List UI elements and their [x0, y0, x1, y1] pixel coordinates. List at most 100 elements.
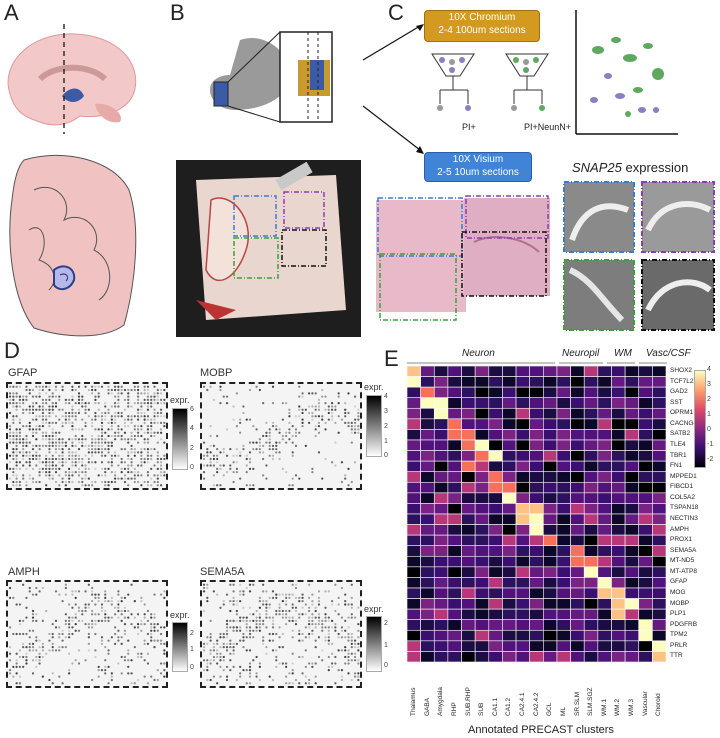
heatmap-cell — [433, 366, 449, 377]
heatmap-cell — [624, 460, 640, 473]
heatmap-cell — [624, 492, 640, 504]
snap25-title: SNAP25 expression — [572, 160, 688, 175]
heatmap-cell — [407, 460, 421, 473]
heatmap-cell — [556, 545, 571, 557]
gfap-colorbar — [172, 408, 188, 470]
heatmap-cell — [556, 481, 571, 494]
amph-tick-2: 2 — [190, 630, 194, 637]
heatmap-cell — [543, 534, 558, 547]
heatmap-cell — [611, 386, 626, 399]
chromium-subtitle: 2-4 100um sections — [438, 25, 526, 36]
heatmap-cell — [488, 608, 503, 621]
heatmap-cell — [502, 545, 517, 557]
heatmap-cell — [611, 524, 626, 536]
heatmap-cell — [543, 407, 558, 420]
heatmap-cell — [433, 524, 449, 536]
heatmap-cell — [570, 439, 585, 451]
heatmap-cell — [447, 450, 462, 462]
amph-colorbar — [172, 622, 188, 672]
heatmap-cell — [407, 555, 421, 568]
heatmap-cell — [447, 598, 462, 610]
heatmap-cell — [611, 577, 626, 589]
heatmap-cell — [556, 503, 571, 515]
heatmap-cell — [433, 651, 449, 662]
gfap-title: GFAP — [8, 367, 38, 379]
heatmap-cell — [407, 524, 421, 536]
heatmap-cell — [488, 587, 503, 599]
heatmap-cell — [652, 376, 666, 388]
heatmap-cell — [638, 640, 653, 652]
heatmap-column-label: GCL — [546, 702, 554, 716]
heatmap-row-label: MOBP — [670, 599, 690, 607]
heatmap-cell — [597, 471, 612, 483]
heatmap-cell — [529, 376, 544, 388]
heatmap-cell — [488, 460, 503, 473]
heatmap-cell — [488, 492, 503, 504]
heatmap-cell — [638, 503, 653, 515]
heatmap-cell — [529, 450, 544, 462]
heatmap-xlabel: Annotated PRECAST clusters — [468, 724, 614, 736]
heatmap-cell — [447, 429, 462, 441]
heatmap-cell — [488, 651, 503, 662]
heatmap-cell — [407, 651, 421, 662]
group-neuron: Neuron — [462, 348, 495, 359]
heatmap-cell — [556, 608, 571, 621]
heatmap-cell — [433, 598, 449, 610]
heatmap-row-label: NECTIN3 — [670, 515, 698, 522]
heatmap-cell — [474, 545, 490, 557]
heatmap-cell — [597, 481, 612, 494]
heatmap-cell — [461, 651, 476, 662]
brain-sagittal-illustration — [7, 24, 137, 134]
heatmap-cell — [420, 608, 435, 621]
heatmap-cell — [515, 524, 530, 536]
gfap-tick-2: 2 — [190, 445, 194, 452]
heatmap-cell — [611, 429, 626, 441]
mobp-tick-2: 2 — [384, 423, 388, 430]
heatmap-cell — [611, 555, 626, 568]
heatmap-row-label: TTR — [670, 652, 683, 660]
heatmap-colorbar-tick: 2 — [707, 396, 711, 403]
visium-subtitle: 2-5 10um sections — [437, 167, 519, 178]
heatmap-cell — [447, 418, 462, 430]
heatmap-cell — [611, 376, 626, 388]
heatmap-cell — [570, 524, 585, 536]
heatmap-cell — [624, 619, 640, 631]
heatmap-cell — [420, 619, 435, 631]
heatmap-cell — [529, 492, 544, 504]
heatmap-cell — [583, 450, 599, 462]
gfap-legend-title: expr. — [170, 395, 190, 405]
heatmap-cell — [570, 397, 585, 409]
amph-spatial-plot — [6, 580, 168, 688]
heatmap-cell — [583, 640, 599, 652]
heatmap-cell — [597, 460, 612, 473]
heatmap-cell — [461, 471, 476, 483]
heatmap-cell — [570, 587, 585, 599]
umap-scatter — [575, 10, 678, 135]
heatmap-cell — [447, 629, 462, 642]
heatmap-cell — [488, 629, 503, 642]
heatmap-cell — [529, 619, 544, 631]
heatmap-cell — [638, 619, 653, 631]
heatmap-cell — [611, 640, 626, 652]
heatmap-cell — [611, 450, 626, 462]
heatmap-cell — [529, 534, 544, 547]
heatmap-cell — [529, 629, 544, 642]
heatmap-cell — [652, 640, 666, 652]
mobp-title: MOBP — [200, 367, 233, 379]
heatmap-cell — [652, 619, 666, 631]
heatmap-cell — [570, 577, 585, 589]
heatmap-cell — [529, 503, 544, 515]
heatmap-cell — [447, 545, 462, 557]
mobp-tick-1: 1 — [384, 438, 388, 445]
heatmap-cell — [583, 619, 599, 631]
heatmap-cell — [570, 629, 585, 642]
heatmap-column-label: CA2.4.2 — [532, 692, 540, 717]
heatmap-row-label: PRLR — [670, 641, 688, 649]
heatmap-cell — [515, 366, 530, 377]
heatmap-cell — [474, 471, 490, 483]
heatmap-cell — [515, 397, 530, 409]
arrows-to-methods — [362, 24, 424, 154]
heatmap-cell — [502, 471, 517, 483]
heatmap-cell — [488, 439, 503, 451]
heatmap-cell — [407, 587, 421, 599]
